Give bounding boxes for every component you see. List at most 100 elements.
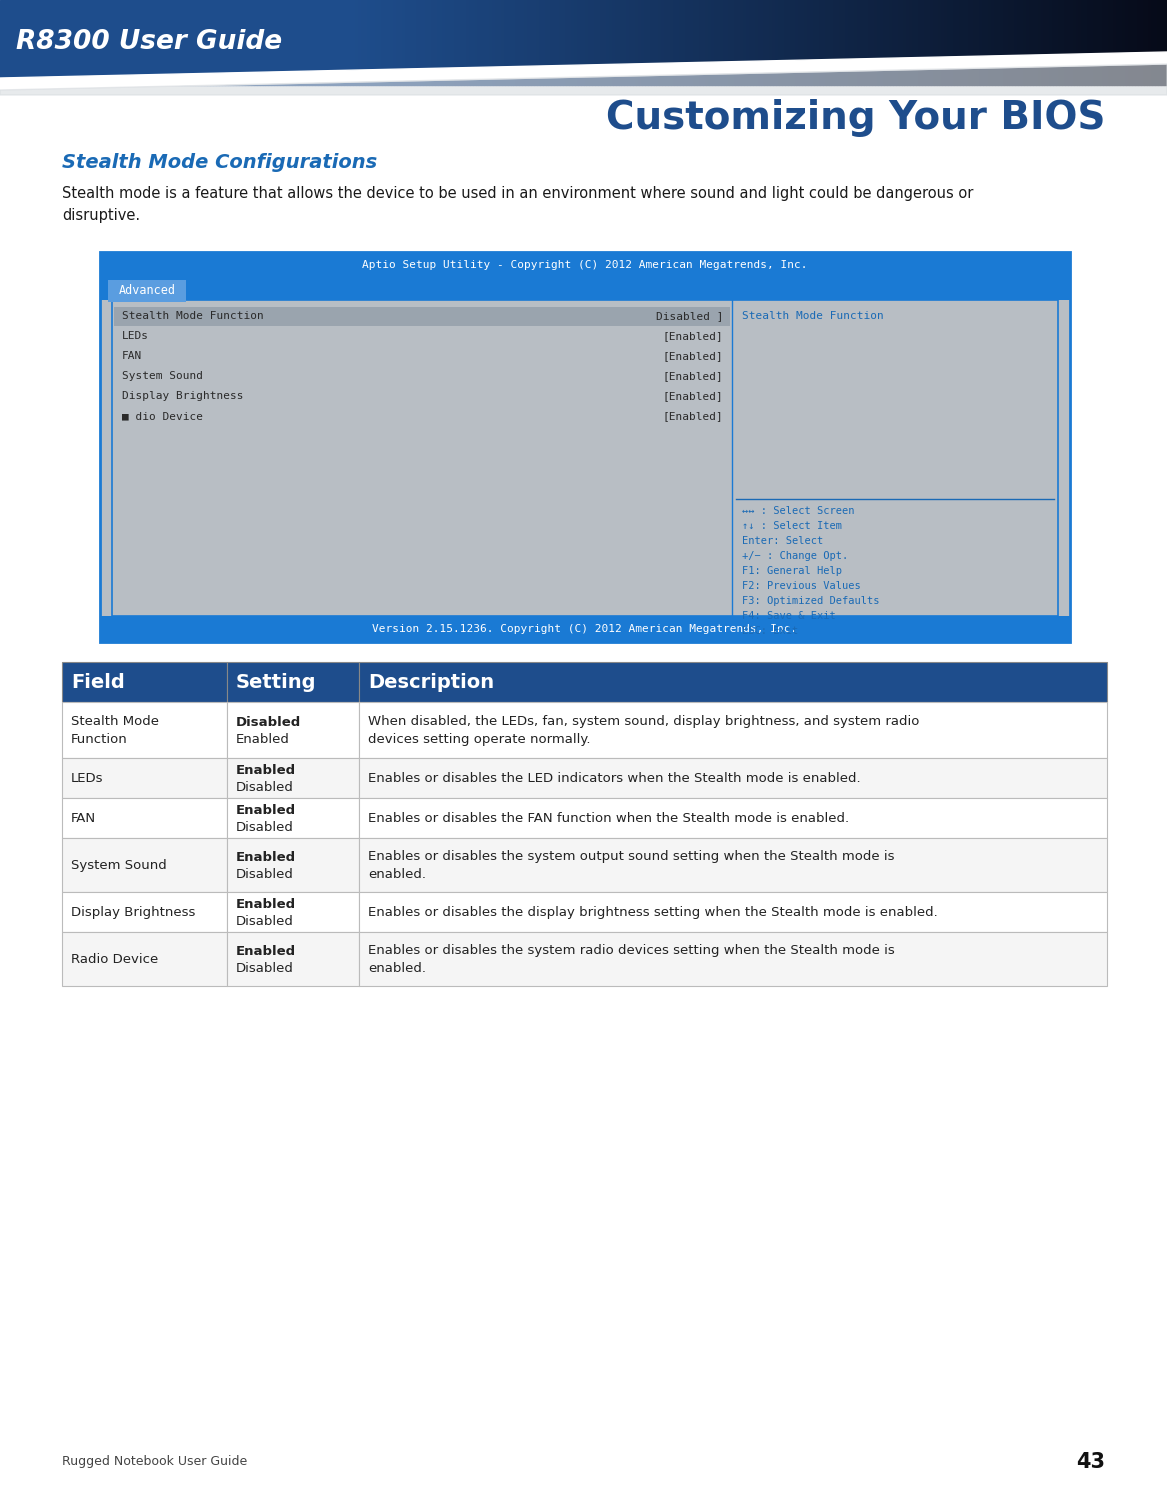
Text: Disabled: Disabled xyxy=(236,914,294,928)
Bar xyxy=(908,0,910,85)
Bar xyxy=(595,0,598,85)
Bar xyxy=(791,0,794,85)
Bar xyxy=(887,0,890,85)
Bar xyxy=(780,0,782,85)
Bar xyxy=(175,0,177,85)
Text: Stealth Mode Function: Stealth Mode Function xyxy=(123,311,264,322)
Bar xyxy=(698,0,700,85)
Bar xyxy=(1147,0,1149,85)
Bar xyxy=(1027,0,1030,85)
Bar xyxy=(239,0,243,85)
Bar xyxy=(920,0,922,85)
Bar xyxy=(537,0,539,85)
Bar xyxy=(126,0,128,85)
Bar xyxy=(840,0,843,85)
Bar xyxy=(0,0,2,85)
Bar xyxy=(1033,0,1036,85)
Text: Version 2.15.1236. Copyright (C) 2012 American Megatrends, Inc.: Version 2.15.1236. Copyright (C) 2012 Am… xyxy=(372,624,797,634)
Bar xyxy=(348,0,350,85)
Text: Radio Device: Radio Device xyxy=(71,953,159,965)
Bar xyxy=(315,0,317,85)
Bar xyxy=(1149,0,1152,85)
Bar xyxy=(881,0,885,85)
Bar xyxy=(511,0,513,85)
Bar xyxy=(96,0,99,85)
Bar xyxy=(14,0,18,85)
Bar xyxy=(72,0,76,85)
Bar xyxy=(505,0,508,85)
Bar xyxy=(284,0,286,85)
Bar xyxy=(513,0,517,85)
Bar xyxy=(679,0,683,85)
Bar xyxy=(224,0,228,85)
Bar xyxy=(829,0,831,85)
Bar xyxy=(163,0,167,85)
Polygon shape xyxy=(0,64,1167,96)
Bar xyxy=(788,0,791,85)
Bar xyxy=(158,0,161,85)
Text: Enter: Select: Enter: Select xyxy=(742,536,823,546)
Bar xyxy=(177,0,181,85)
Bar xyxy=(399,0,403,85)
Bar xyxy=(768,0,770,85)
Text: Enables or disables the system output sound setting when the Stealth mode is
ena: Enables or disables the system output so… xyxy=(368,850,894,881)
Bar xyxy=(966,0,969,85)
Bar xyxy=(228,932,358,986)
Text: F4: Save & Exit: F4: Save & Exit xyxy=(742,610,836,621)
Bar xyxy=(986,0,990,85)
Bar xyxy=(1132,0,1134,85)
Text: Field: Field xyxy=(71,673,125,691)
Bar xyxy=(85,0,88,85)
Bar xyxy=(1004,0,1006,85)
Bar xyxy=(109,280,186,302)
Bar xyxy=(245,0,249,85)
Bar xyxy=(1103,0,1106,85)
Bar xyxy=(689,0,691,85)
Text: Disabled ]: Disabled ] xyxy=(656,311,724,322)
Bar xyxy=(691,0,694,85)
Bar xyxy=(358,797,1107,838)
Bar xyxy=(274,0,278,85)
Bar xyxy=(27,0,29,85)
Bar xyxy=(613,0,616,85)
Bar xyxy=(1144,0,1147,85)
Bar xyxy=(971,0,974,85)
Bar xyxy=(358,702,1107,758)
Bar xyxy=(622,0,624,85)
Bar xyxy=(1041,0,1044,85)
Bar xyxy=(729,0,733,85)
Bar xyxy=(100,251,1070,278)
Text: Setting: Setting xyxy=(236,673,316,691)
Bar xyxy=(628,0,630,85)
Bar xyxy=(432,0,434,85)
Bar xyxy=(741,0,745,85)
Bar xyxy=(739,0,741,85)
Bar xyxy=(469,0,473,85)
Bar xyxy=(633,0,636,85)
Bar xyxy=(131,0,134,85)
Bar xyxy=(710,0,712,85)
Bar xyxy=(1118,0,1120,85)
Text: Enabled: Enabled xyxy=(236,851,296,863)
Bar xyxy=(677,0,679,85)
Bar xyxy=(100,251,1070,642)
Bar xyxy=(700,0,703,85)
Bar xyxy=(937,0,939,85)
Bar xyxy=(1018,0,1021,85)
Bar xyxy=(414,0,418,85)
Bar xyxy=(233,0,236,85)
Text: [Enabled]: [Enabled] xyxy=(663,352,724,361)
Bar xyxy=(204,0,208,85)
Bar xyxy=(446,0,449,85)
Bar xyxy=(866,0,869,85)
Bar xyxy=(1074,0,1076,85)
Bar xyxy=(651,0,654,85)
Bar xyxy=(1044,0,1048,85)
Bar xyxy=(478,0,482,85)
Bar xyxy=(35,0,37,85)
Bar xyxy=(675,0,677,85)
Bar xyxy=(260,0,263,85)
Bar xyxy=(29,0,33,85)
Bar xyxy=(208,0,210,85)
Bar xyxy=(726,0,729,85)
